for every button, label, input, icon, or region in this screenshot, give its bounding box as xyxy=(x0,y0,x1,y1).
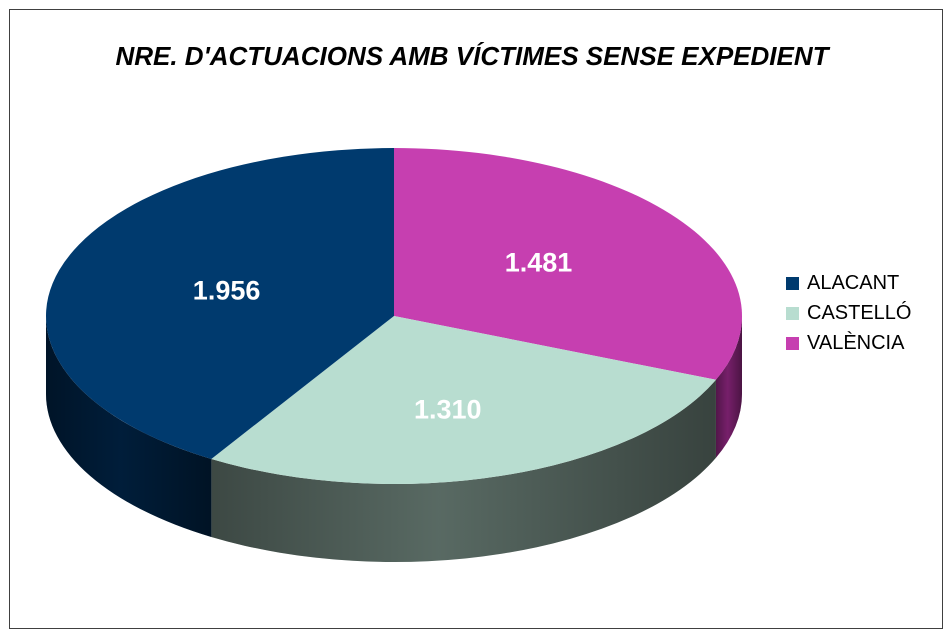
pie-slice-valencia xyxy=(394,148,743,380)
legend-item-castello: CASTELLÓ xyxy=(786,298,944,328)
legend-swatch xyxy=(786,336,799,350)
pie-slice-side-shade xyxy=(715,316,742,458)
pie-slice-side-shade xyxy=(211,379,716,562)
chart-legend: ALACANT CASTELLÓ VALÈNCIA xyxy=(786,268,944,358)
data-label-valencia: 1.481 xyxy=(505,248,573,278)
data-label-castello: 1.310 xyxy=(414,395,482,425)
pie-slice-alacant xyxy=(45,148,394,459)
legend-label: VALÈNCIA xyxy=(807,331,905,354)
legend-swatch xyxy=(786,276,799,290)
legend-label: CASTELLÓ xyxy=(807,301,912,324)
chart-title: NRE. D'ACTUACIONS AMB VÍCTIMES SENSE EXP… xyxy=(115,41,829,71)
pie-slice-castello xyxy=(211,316,716,484)
legend-swatch xyxy=(786,306,799,320)
legend-item-alacant: ALACANT xyxy=(786,268,944,298)
legend-item-valencia: VALÈNCIA xyxy=(786,328,944,358)
data-label-alacant: 1.956 xyxy=(193,275,261,305)
pie-slice-side-shade xyxy=(46,316,212,537)
legend-label: ALACANT xyxy=(807,271,900,294)
